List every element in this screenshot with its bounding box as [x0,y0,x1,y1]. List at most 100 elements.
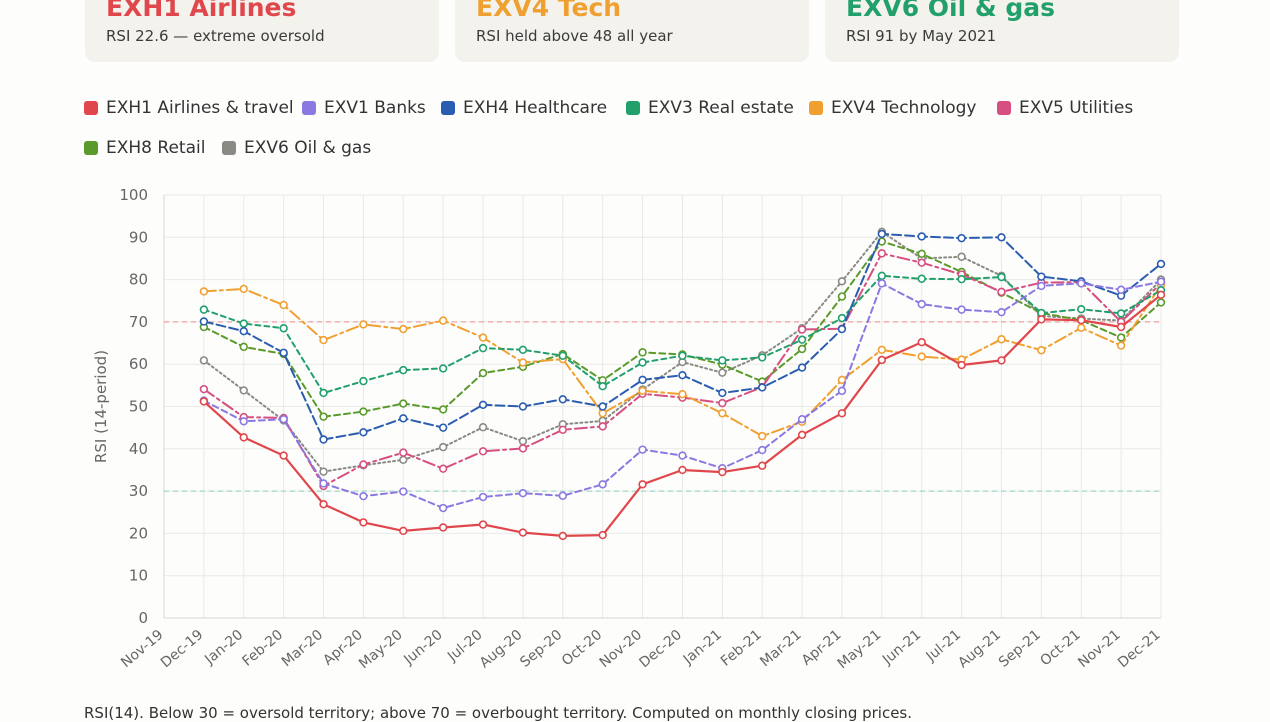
data-point [438,503,448,513]
data-point [757,461,767,470]
x-tick-label: Jan-20 [201,627,246,668]
card-subtitle: RSI held above 48 all year [476,27,673,45]
data-point [797,363,807,372]
data-point [239,319,248,328]
data-point [638,348,647,357]
data-point [1116,341,1126,350]
legend-item-exv5[interactable]: EXV5 Utilities [997,98,1133,118]
legend-swatch [997,101,1011,115]
data-point [239,433,248,442]
data-point [319,335,328,345]
legend-item-exh4[interactable]: EXH4 Healthcare [441,98,607,118]
data-point [478,400,488,410]
data-point [279,300,288,310]
data-point [279,324,288,333]
y-axis-label: RSI (14-period) [92,350,110,463]
legend-item-exh8[interactable]: EXH8 Retail [84,138,205,158]
data-point [757,383,767,392]
x-tick-label: Feb-20 [239,627,286,670]
data-point [518,528,528,537]
data-point [598,381,607,391]
card-subtitle: RSI 91 by May 2021 [846,27,997,45]
legend-item-exv4[interactable]: EXV4 Technology [809,98,976,118]
legend-item-exv1[interactable]: EXV1 Banks [302,98,426,118]
x-tick-label: Mar-21 [757,627,804,670]
summary-card-tech: EXV4 Tech RSI held above 48 all year [455,0,809,62]
data-point [239,386,248,395]
data-point [239,327,248,336]
summary-card-oil-gas: EXV6 Oil & gas RSI 91 by May 2021 [825,0,1179,62]
data-point [1116,322,1126,332]
data-point [199,305,209,314]
data-point [359,376,368,386]
data-point [957,305,966,314]
data-point [558,491,567,500]
x-tick-label: Nov-19 [118,627,166,671]
data-point [1156,290,1166,300]
data-point [598,422,607,431]
legend-swatch [626,101,640,115]
data-point [319,467,328,476]
legend-label: EXH4 Healthcare [463,98,608,118]
data-point [957,233,966,243]
data-point [399,399,408,408]
series-5 [199,280,1166,441]
data-point [359,407,368,416]
data-point [399,414,408,423]
data-point [837,292,847,301]
data-point [558,395,567,404]
data-point [877,345,887,355]
x-tick-label: Aug-20 [477,627,526,672]
data-point [718,388,727,398]
data-point [399,526,408,536]
data-point [239,284,248,294]
x-tick-label: Dec-20 [636,627,685,671]
legend-swatch [809,101,823,115]
y-tick-label: 100 [119,186,148,204]
grid-lines [163,194,1162,619]
data-point [797,430,807,440]
data-point [438,423,448,432]
data-point [797,325,807,334]
data-point [279,414,288,424]
data-point [1077,316,1086,325]
card-subtitle: RSI 22.6 — extreme oversold [106,27,325,45]
card-title: EXV6 Oil & gas [846,0,1056,22]
data-point [638,358,647,367]
data-point [997,233,1006,242]
data-point [1156,277,1166,286]
data-point [917,338,926,347]
data-point [478,333,488,342]
data-point [797,344,807,354]
y-tick-label: 50 [129,398,148,416]
data-point [518,358,528,367]
data-point [399,448,408,457]
data-point [438,442,448,452]
data-point [399,487,408,496]
data-point [359,460,368,469]
data-point [837,277,847,286]
legend-item-exv3[interactable]: EXV3 Real estate [626,98,794,118]
data-point [718,398,727,408]
y-tick-label: 40 [129,440,148,458]
data-point [917,258,926,267]
y-tick-label: 20 [129,524,148,542]
data-point [638,386,647,396]
data-point [877,249,887,258]
data-point [678,390,687,399]
legend-swatch [84,141,98,155]
data-point [757,445,767,455]
legend-label: EXH8 Retail [106,138,206,158]
data-point [438,464,448,473]
series-2 [199,277,1166,513]
data-point [399,365,408,375]
data-point [478,492,488,502]
x-tick-label: May-20 [356,627,406,672]
legend-item-exh1[interactable]: EXH1 Airlines & travel [84,98,294,118]
y-tick-label: 0 [138,609,148,627]
data-point [438,523,448,532]
legend-item-exv6[interactable]: EXV6 Oil & gas [222,138,371,158]
data-point [478,520,488,529]
data-point [678,351,687,360]
x-tick-label: Jun-20 [400,627,445,669]
